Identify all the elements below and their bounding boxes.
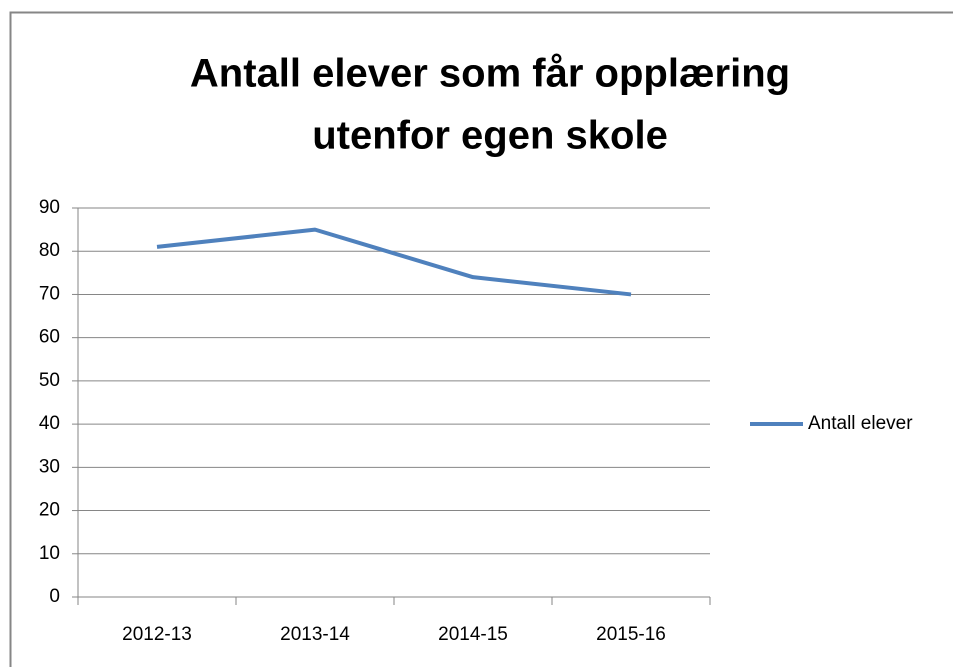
- x-tick-label: 2014-15: [438, 624, 508, 645]
- y-tick-label: 70: [39, 283, 60, 304]
- x-tick-label: 2015-16: [596, 624, 666, 645]
- x-tick-label: 2013-14: [280, 624, 350, 645]
- y-tick-label: 30: [39, 456, 60, 477]
- chart-title: Antall elever som får opplæring: [190, 52, 790, 96]
- y-tick-label: 40: [39, 413, 60, 434]
- x-tick-label: 2012-13: [122, 624, 192, 645]
- data-line: [156, 227, 632, 297]
- y-tick-label: 50: [39, 370, 60, 391]
- y-tick-label: 60: [39, 327, 60, 348]
- y-tick-label: 10: [39, 543, 60, 564]
- y-tick-label: 20: [39, 500, 60, 521]
- chart-title: utenfor egen skole: [312, 114, 668, 158]
- y-tick-label: 80: [39, 240, 60, 261]
- chart-border: [9, 11, 953, 667]
- y-tick-label: 0: [49, 586, 60, 607]
- y-tick-label: 90: [39, 197, 60, 218]
- legend-label: Antall elever: [808, 413, 913, 434]
